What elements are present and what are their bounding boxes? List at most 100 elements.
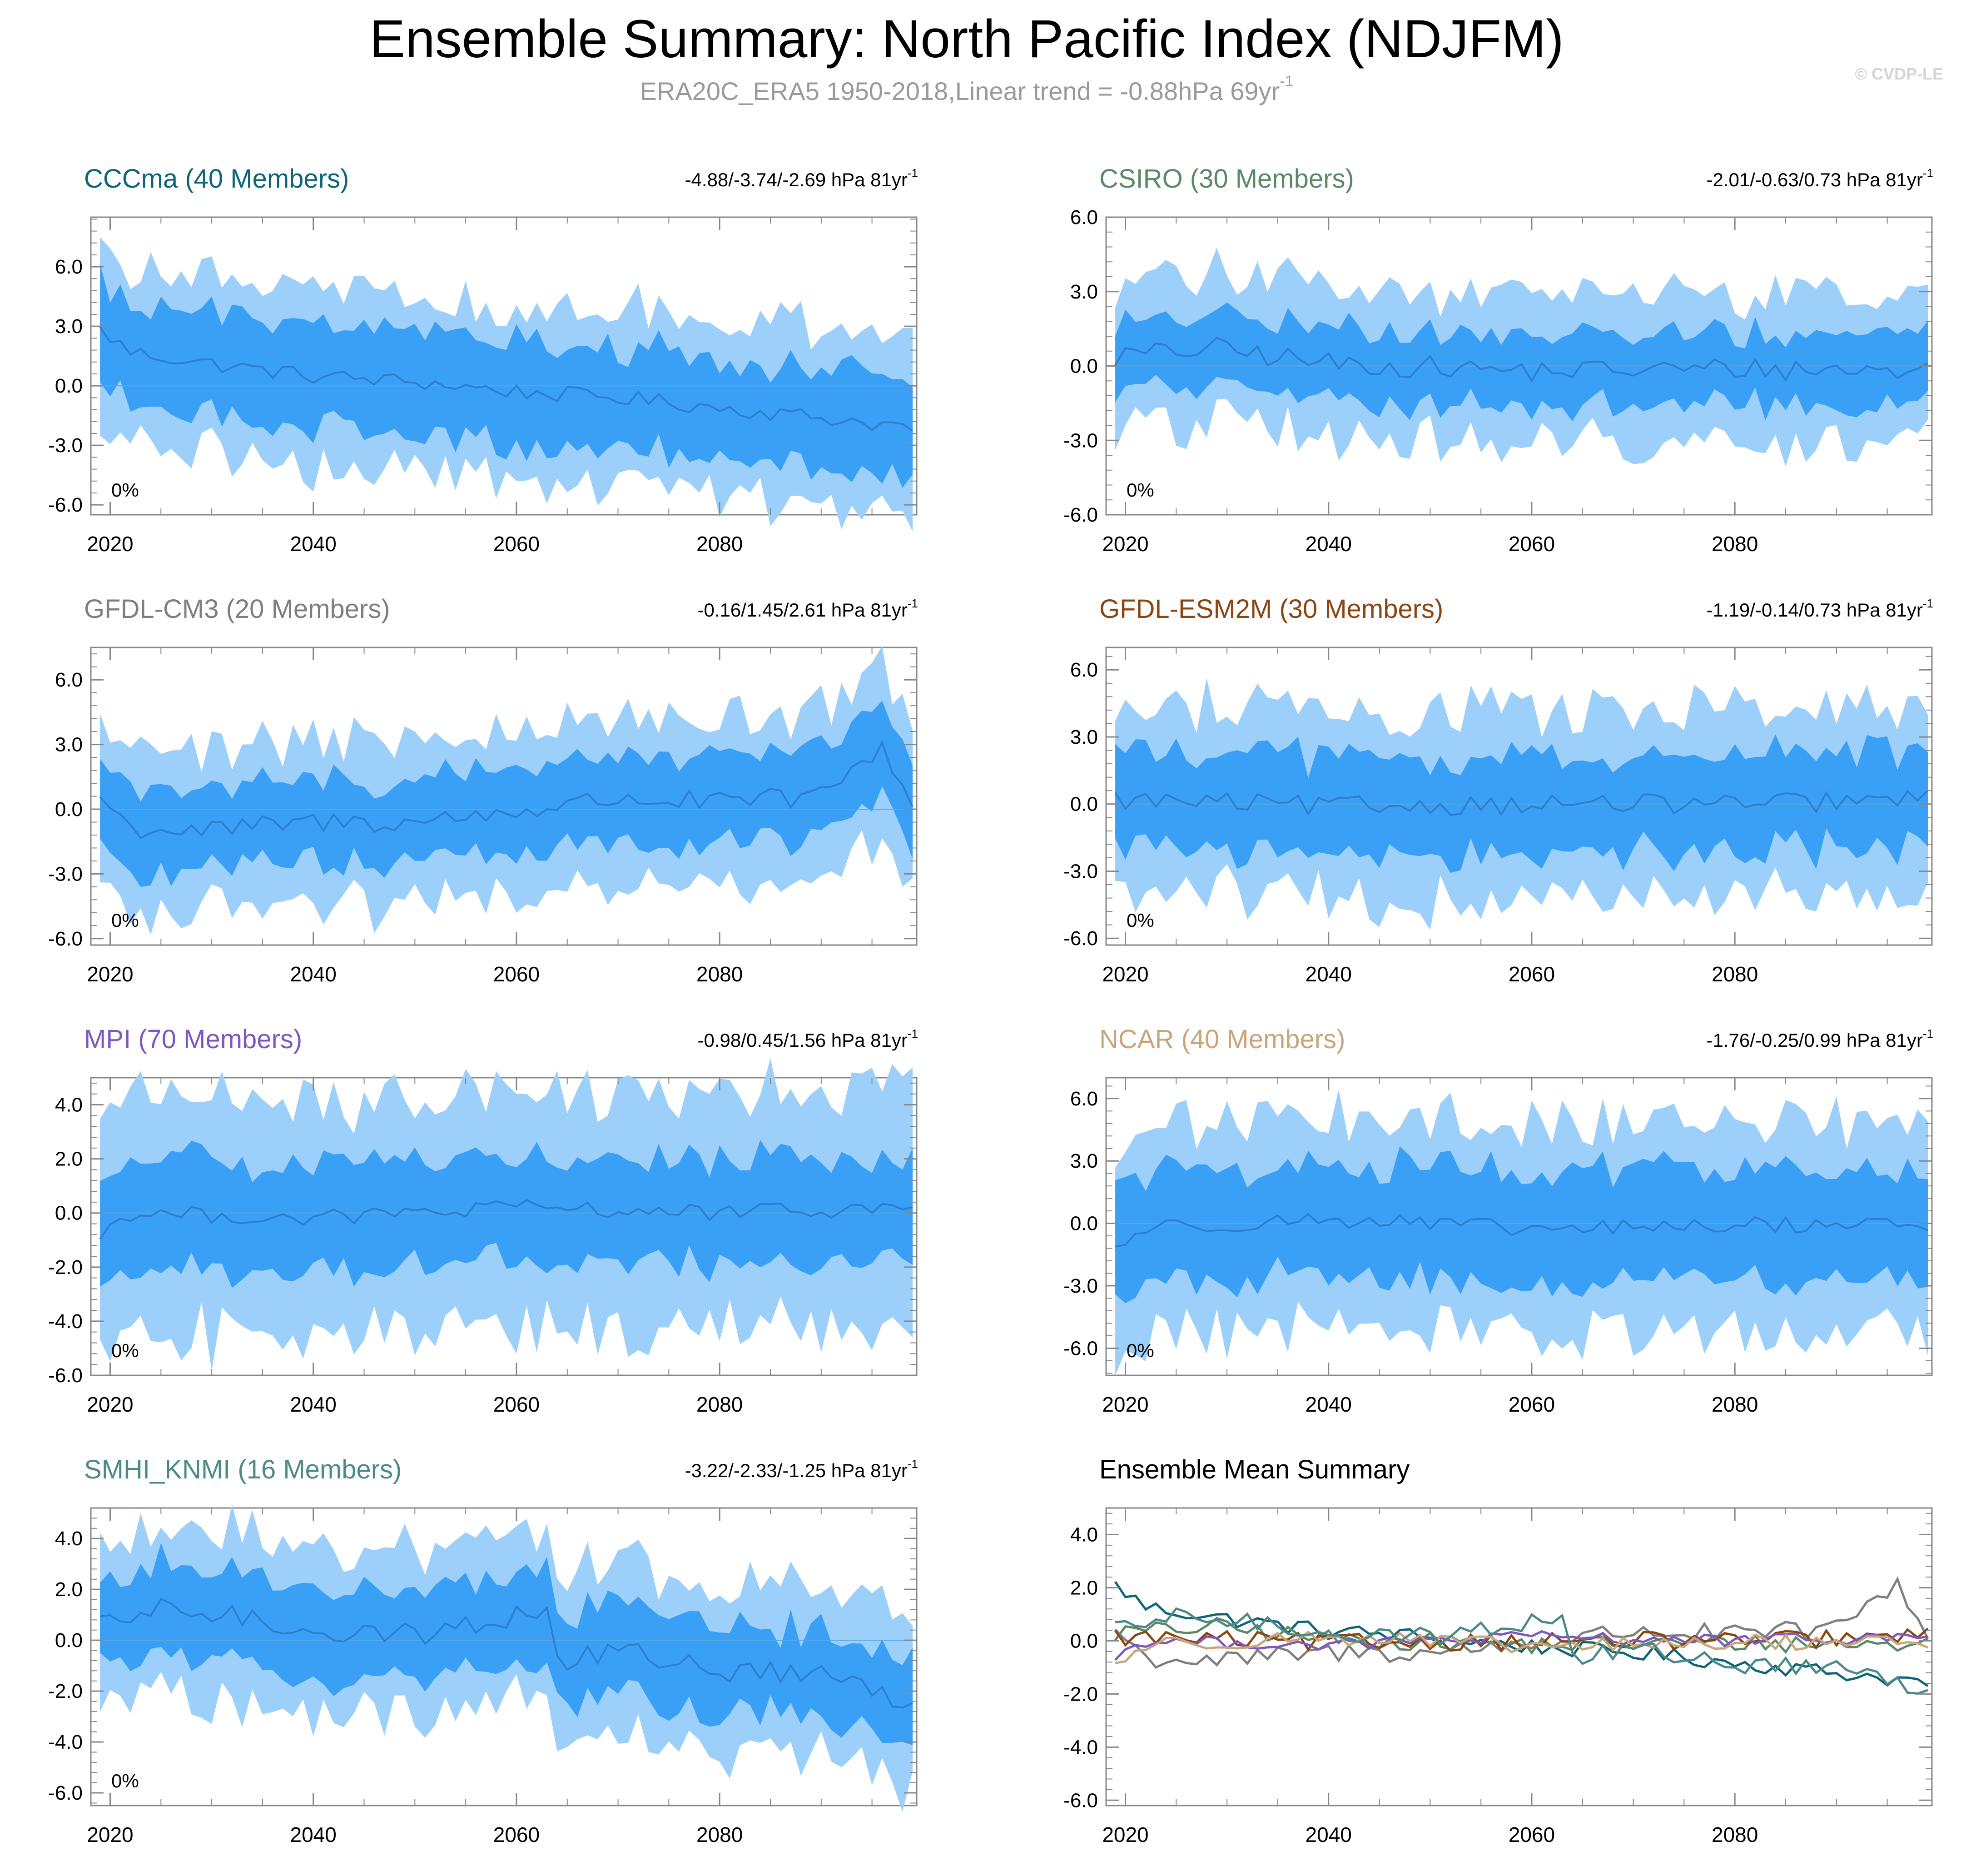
y-tick-label: 6.0 [1070, 206, 1098, 229]
x-tick-label: 2060 [493, 532, 540, 556]
x-tick-label: 2040 [1306, 1393, 1352, 1416]
y-tick-label: -6.0 [1063, 1789, 1098, 1811]
x-tick-label: 2080 [1712, 1393, 1758, 1416]
page-title: Ensemble Summary: North Pacific Index (N… [369, 9, 1564, 69]
chart-panel-6: NCAR (40 Members) -1.76/-0.25/0.99 hPa 81… [1063, 1025, 1933, 1416]
chart-panel-4: GFDL-ESM2M (30 Members) -1.19/-0.14/0.73 … [1063, 594, 1933, 986]
summary-series-line-3 [1114, 1576, 1929, 1669]
x-tick-label: 2080 [1712, 1823, 1758, 1846]
trend-label: -3.22/-2.33/-1.25 hPa 81yr-1 [685, 1457, 918, 1481]
summary-series-line-2 [1114, 1617, 1929, 1655]
x-tick-label: 2060 [1509, 532, 1555, 556]
chart-panel-2: CSIRO (30 Members) -2.01/-0.63/0.73 hPa 8… [1063, 164, 1933, 556]
ensemble-mean-line [1114, 337, 1929, 383]
percent-label: 0% [111, 910, 139, 931]
trend-label: -2.01/-0.63/0.73 hPa 81yr-1 [1707, 166, 1933, 190]
y-tick-label: 0.0 [55, 1629, 83, 1652]
inner-spread-band [1115, 303, 1928, 422]
y-tick-label: -6.0 [48, 494, 83, 516]
trend-exponent: -1 [908, 1457, 918, 1471]
chart-panel-3: GFDL-CM3 (20 Members) -0.16/1.45/2.61 hPa… [48, 594, 918, 986]
x-tick-label: 2080 [696, 962, 743, 986]
x-tick-label: 2060 [1509, 1823, 1555, 1846]
trend-exponent: -1 [908, 1027, 918, 1040]
ensemble-mean-line [99, 740, 913, 839]
trend-value: -4.88/-3.74/-2.69 hPa 81yr [685, 169, 908, 190]
y-tick-label: 0.0 [1070, 1630, 1098, 1652]
plot-frame [1105, 647, 1933, 946]
trend-label: -0.98/0.45/1.56 hPa 81yr-1 [698, 1027, 918, 1051]
trend-label: -1.19/-0.14/0.73 hPa 81yr-1 [1707, 597, 1933, 621]
panel-title: NCAR (40 Members) [1099, 1025, 1345, 1054]
summary-series-line-7 [1115, 1607, 1928, 1695]
chart-panel-5: MPI (70 Members) -0.98/0.45/1.56 hPa 81yr… [48, 1025, 918, 1416]
plot-frame [90, 216, 918, 516]
panel-title: SMHI_KNMI (16 Members) [84, 1455, 402, 1484]
x-tick-label: 2020 [87, 1393, 133, 1416]
trend-value: -0.98/0.45/1.56 hPa 81yr [698, 1030, 908, 1051]
summary-series-line-6 [1115, 1630, 1929, 1664]
inner-spread-band [100, 1140, 913, 1288]
y-tick-label: -6.0 [48, 928, 83, 950]
chart-panel-7: SMHI_KNMI (16 Members) -3.22/-2.33/-1.25 … [48, 1455, 918, 1846]
trend-exponent: -1 [1923, 1027, 1933, 1040]
y-tick-label: 0.0 [1070, 793, 1098, 816]
trend-value: -1.19/-0.14/0.73 hPa 81yr [1707, 599, 1923, 621]
plot-frame [90, 1077, 918, 1376]
y-tick-label: 3.0 [55, 315, 83, 338]
y-tick-label: 6.0 [55, 669, 83, 691]
y-tick-label: 4.0 [55, 1094, 83, 1116]
y-tick-label: -4.0 [48, 1310, 83, 1333]
page-subtitle: ERA20C_ERA5 1950-2018,Linear trend = -0.… [0, 73, 1933, 106]
x-tick-label: 2020 [1102, 532, 1148, 556]
y-tick-label: 0.0 [1070, 1213, 1098, 1235]
trend-value: -0.16/1.45/2.61 hPa 81yr [698, 599, 908, 621]
percent-label: 0% [1127, 910, 1154, 931]
inner-spread-band [100, 701, 913, 887]
trend-value: -2.01/-0.63/0.73 hPa 81yr [1707, 169, 1923, 190]
panel-title: GFDL-ESM2M (30 Members) [1099, 594, 1443, 624]
y-tick-label: -3.0 [48, 863, 83, 885]
y-tick-label: 2.0 [55, 1148, 83, 1170]
y-tick-label: -2.0 [1063, 1683, 1098, 1705]
x-tick-label: 2080 [1712, 532, 1758, 556]
x-tick-label: 2040 [1306, 1823, 1352, 1846]
y-tick-label: 3.0 [1070, 1150, 1098, 1172]
ensemble-mean-line [1115, 1213, 1928, 1248]
plot-frame [1105, 1077, 1933, 1376]
y-tick-label: -3.0 [1063, 860, 1098, 882]
ensemble-mean-line [99, 1199, 913, 1240]
x-tick-label: 2020 [1102, 1823, 1148, 1846]
y-tick-label: -3.0 [1063, 429, 1098, 452]
percent-label: 0% [111, 479, 139, 501]
y-tick-label: -6.0 [48, 1364, 83, 1387]
subtitle-exponent: -1 [1280, 73, 1294, 90]
watermark: © CVDP-LE [1855, 65, 1943, 83]
y-tick-label: 3.0 [55, 734, 83, 756]
x-tick-label: 2020 [1102, 1393, 1148, 1416]
y-tick-label: 6.0 [1070, 1088, 1098, 1110]
y-tick-label: 3.0 [1070, 281, 1098, 303]
y-tick-label: 3.0 [1070, 726, 1098, 748]
plot-frame [90, 1507, 918, 1806]
x-tick-label: 2080 [696, 532, 743, 556]
trend-exponent: -1 [1923, 597, 1933, 610]
panel-title: MPI (70 Members) [84, 1025, 302, 1054]
y-tick-label: -6.0 [1063, 927, 1098, 950]
y-tick-label: 4.0 [1070, 1523, 1098, 1546]
inner-spread-band [100, 263, 913, 488]
subtitle-text: ERA20C_ERA5 1950-2018,Linear trend = -0.… [640, 77, 1280, 105]
y-tick-label: 0.0 [55, 798, 83, 821]
trend-value: -3.22/-2.33/-1.25 hPa 81yr [685, 1460, 908, 1481]
panel-title: GFDL-CM3 (20 Members) [84, 594, 390, 624]
y-tick-label: -4.0 [48, 1731, 83, 1753]
y-tick-label: -3.0 [1063, 1275, 1098, 1297]
x-tick-label: 2080 [696, 1393, 743, 1416]
trend-value: -1.76/-0.25/0.99 hPa 81yr [1707, 1030, 1923, 1051]
panel-title: CSIRO (30 Members) [1099, 164, 1354, 194]
inner-spread-band [1115, 1146, 1928, 1304]
ensemble-mean-line [99, 1597, 913, 1709]
trend-label: -0.16/1.45/2.61 hPa 81yr-1 [698, 597, 918, 621]
y-tick-label: -6.0 [1063, 1337, 1098, 1359]
